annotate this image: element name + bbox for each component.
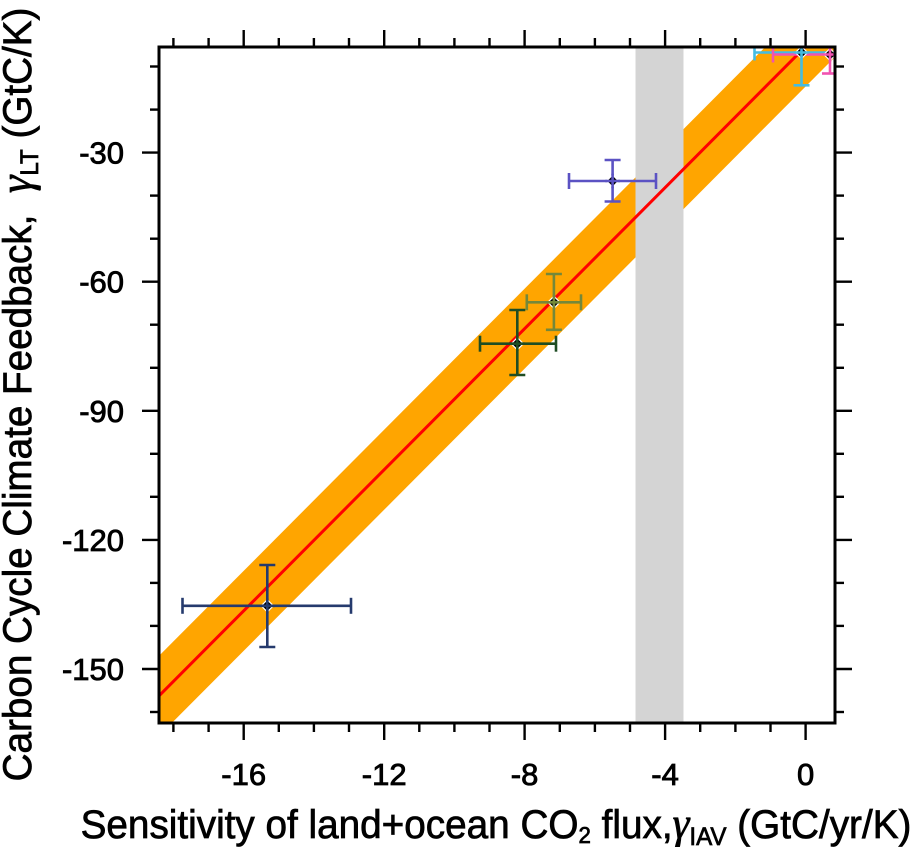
svg-text:-4: -4 [651, 757, 679, 792]
svg-text:Carbon Cycle Climate Feedback,: Carbon Cycle Climate Feedback, γLT (GtC/… [0, 8, 44, 782]
svg-text:-8: -8 [511, 757, 539, 792]
svg-text:-150: -150 [62, 652, 124, 687]
svg-text:-120: -120 [62, 523, 124, 558]
svg-text:0: 0 [797, 757, 814, 792]
svg-text:-12: -12 [362, 757, 407, 792]
svg-text:-16: -16 [221, 757, 266, 792]
svg-text:-30: -30 [79, 136, 124, 171]
svg-text:Sensitivity of land+ocean CO2: Sensitivity of land+ocean CO2 flux,γIAV … [81, 799, 912, 847]
svg-text:-60: -60 [79, 265, 124, 300]
svg-text:-90: -90 [79, 394, 124, 429]
